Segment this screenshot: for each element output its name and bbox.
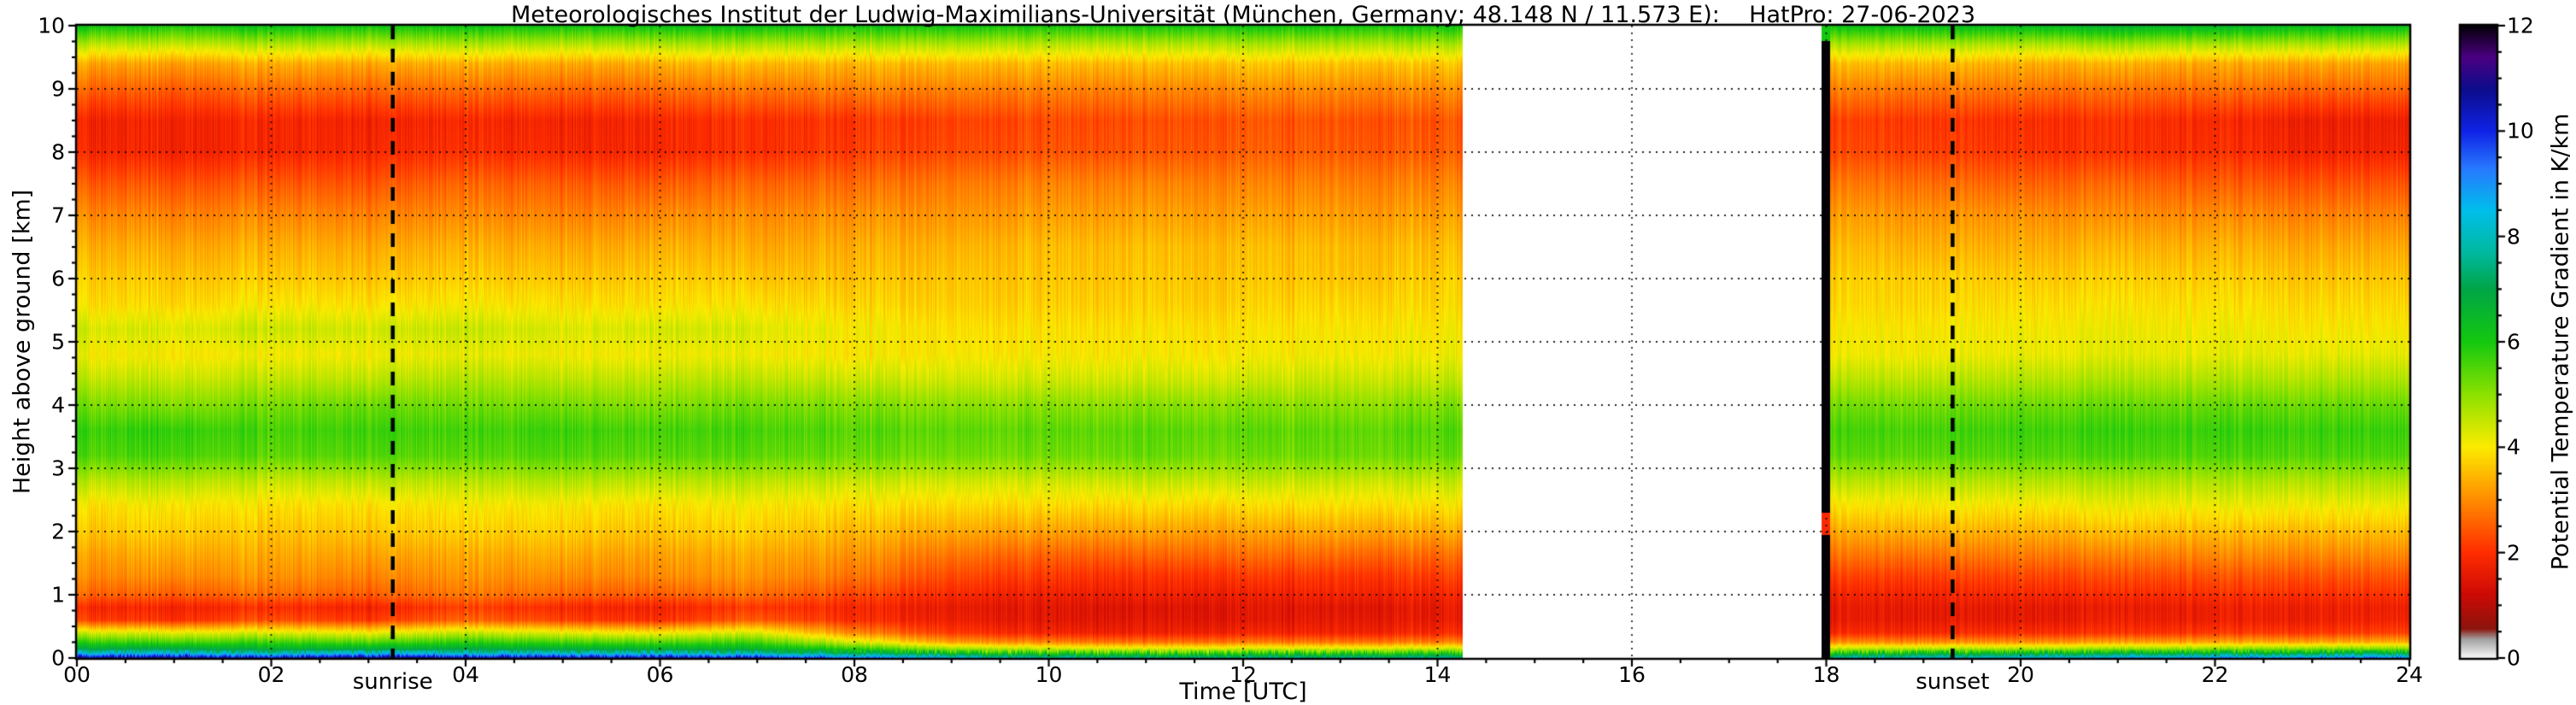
x-tick-label: 24	[2396, 662, 2423, 687]
y-tick-label: 3	[51, 455, 65, 481]
x-tick-label: 20	[2007, 662, 2034, 687]
y-tick-label: 4	[51, 392, 65, 418]
x-axis-label: Time [UTC]	[1179, 679, 1307, 705]
y-tick-label: 7	[51, 203, 65, 228]
y-tick-label: 6	[51, 266, 65, 291]
sunrise-annotation: sunrise	[352, 669, 433, 695]
y-tick-label: 2	[51, 519, 65, 544]
y-tick-label: 5	[51, 329, 65, 355]
colorbar-tick-label: 10	[2507, 118, 2534, 144]
x-tick-label: 18	[1812, 662, 1840, 687]
x-tick-label: 14	[1423, 662, 1452, 687]
x-tick-label: 22	[2201, 662, 2229, 687]
y-tick-label: 1	[51, 582, 65, 608]
y-tick-label: 8	[51, 139, 65, 165]
colorbar-label: Potential Temperature Gradient in K/km	[2547, 113, 2574, 571]
colorbar-tick-label: 4	[2507, 434, 2520, 460]
colorbar-tick-label: 2	[2507, 540, 2520, 566]
colorbar-tick-label: 12	[2507, 13, 2534, 38]
y-axis-label: Height above ground [km]	[9, 189, 36, 495]
colorbar-tick-label: 8	[2507, 224, 2520, 250]
sunset-annotation: sunset	[1916, 669, 1990, 695]
page-title: Meteorologisches Institut der Ludwig-Max…	[510, 2, 1976, 28]
x-tick-label: 02	[257, 662, 285, 687]
x-tick-label: 10	[1035, 662, 1063, 687]
x-tick-label: 16	[1618, 662, 1646, 687]
y-tick-label: 0	[51, 645, 65, 671]
x-tick-label: 00	[63, 662, 91, 687]
x-tick-label: 04	[452, 662, 479, 687]
y-tick-label: 9	[51, 76, 65, 102]
x-tick-label: 12	[1229, 662, 1257, 687]
y-tick-label: 10	[38, 13, 65, 38]
x-tick-label: 06	[646, 662, 674, 687]
x-tick-label: 08	[841, 662, 868, 687]
colorbar-tick-label: 0	[2507, 645, 2520, 671]
colorbar-tick-label: 6	[2507, 329, 2520, 355]
